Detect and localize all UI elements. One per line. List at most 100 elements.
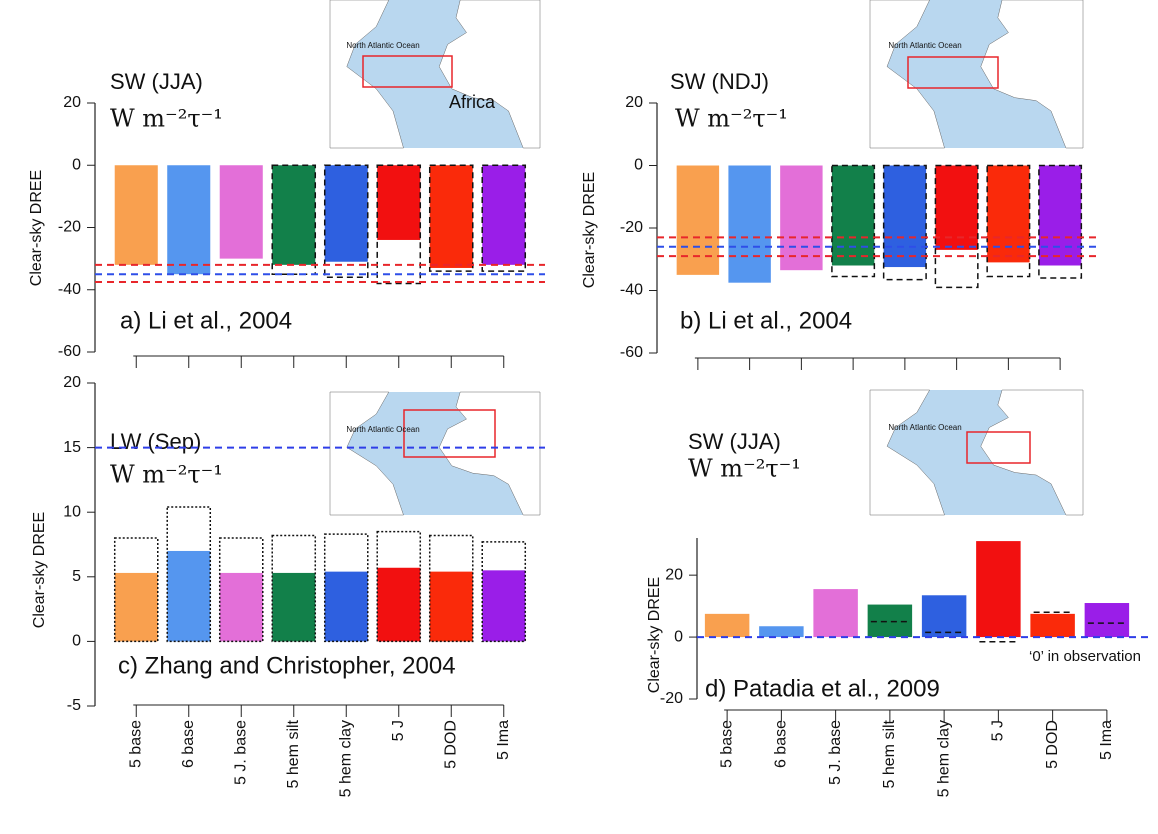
bar [377, 567, 421, 642]
map-label: North Atlantic Ocean [346, 425, 419, 434]
map-land [438, 391, 541, 516]
bar [272, 572, 316, 642]
panel-source: a) Li et al., 2004 [120, 307, 292, 334]
y-tick-label: 0 [634, 157, 643, 174]
y-tick-label: -20 [660, 690, 683, 707]
y-tick-label: -20 [620, 219, 643, 236]
panel-title: LW (Sep) [110, 429, 201, 454]
x-tick-label: 5 hem silt [881, 719, 898, 788]
panel-source: c) Zhang and Christopher, 2004 [118, 652, 456, 679]
y-tick-label: -20 [58, 219, 81, 236]
y-axis-label: Clear-sky DREE [646, 577, 663, 693]
unit-label: W m⁻²τ⁻¹ [688, 455, 801, 483]
bar [883, 165, 927, 268]
bar [1038, 165, 1082, 266]
outline-bar [376, 530, 422, 643]
map-land [329, 391, 404, 516]
y-tick-label: 0 [674, 628, 683, 645]
outline-bar [481, 164, 527, 272]
panel-title: SW (NDJ) [670, 69, 769, 94]
bar [324, 165, 368, 262]
panel-title: SW (JJA) [688, 429, 781, 454]
map-region [362, 55, 453, 88]
bar [921, 595, 967, 638]
outline-bar [428, 534, 474, 643]
map-region [403, 409, 496, 458]
outline-bar [934, 164, 979, 289]
map-land [980, 0, 1084, 149]
x-tick-label: 5 J [390, 720, 407, 741]
y-tick-label: 0 [72, 156, 81, 173]
x-tick-label: 6 base [773, 720, 790, 768]
bar [759, 626, 804, 638]
outline-bar [831, 164, 876, 278]
bar [272, 165, 316, 265]
y-axis-label: Clear-sky DREE [28, 170, 45, 286]
bar [728, 165, 771, 283]
x-tick-label: 5 base [127, 720, 144, 768]
outline-bar [323, 533, 369, 643]
outline-bar [882, 164, 927, 281]
bar [114, 572, 158, 642]
panel: LW (Sep) W m⁻²τ⁻¹ Clear-sky DREE 20 15 10 5 0 -5… [31, 374, 545, 797]
x-tick-label: 5 J. base [232, 720, 249, 785]
unit-label: W m⁻²τ⁻¹ [110, 105, 223, 133]
bar [935, 165, 978, 250]
panel: SW (NDJ) W m⁻²τ⁻¹ Clear-sky DREE 20 0 -20 -40 -… [581, 0, 1101, 370]
bar [167, 550, 211, 642]
map-label: ‘0’ in observation [1029, 648, 1141, 665]
y-tick-label: 5 [72, 568, 81, 585]
bar [219, 572, 263, 642]
x-tick-label: 5 hem silt [285, 719, 302, 788]
bar [429, 571, 473, 642]
y-tick-label: -40 [58, 281, 81, 298]
map-label: North Atlantic Ocean [888, 41, 961, 50]
bar [377, 165, 421, 240]
y-tick-label: 10 [63, 503, 81, 520]
map-label: North Atlantic Ocean [888, 423, 961, 432]
x-tick-label: 5 hem clay [337, 720, 354, 797]
outline-bar [271, 534, 317, 643]
outline-bar [986, 164, 1031, 278]
outline-bar [428, 164, 474, 272]
x-tick-label: 5 base [718, 720, 735, 768]
x-tick-label: 5 hem clay [935, 720, 952, 797]
y-axis-label: Clear-sky DREE [581, 172, 598, 288]
bar [482, 570, 526, 642]
x-tick-label: 6 base [180, 720, 197, 768]
map-land [329, 0, 404, 149]
x-tick-label: 5 Ima [1098, 720, 1115, 760]
bar [780, 165, 823, 271]
bar [114, 165, 158, 265]
y-tick-label: -60 [58, 343, 81, 360]
bar [813, 589, 858, 638]
y-tick-label: -5 [67, 697, 81, 714]
bar [324, 571, 368, 642]
map-label: North Atlantic Ocean [346, 41, 419, 50]
map-label: Africa [449, 92, 496, 112]
map-region [907, 56, 999, 89]
outline-bar [218, 537, 264, 643]
y-tick-label: 15 [63, 439, 81, 456]
outline-bar [323, 164, 369, 279]
y-tick-label: 20 [63, 94, 81, 111]
bar [676, 165, 720, 275]
y-axis-label: Clear-sky DREE [31, 512, 48, 628]
outline-bar [481, 541, 527, 643]
y-tick-label: 20 [625, 94, 643, 111]
unit-label: W m⁻²τ⁻¹ [675, 105, 788, 133]
bar [429, 165, 473, 268]
bar [482, 165, 526, 265]
outline-bar [113, 537, 159, 643]
bar [219, 165, 263, 259]
map-land [869, 389, 945, 516]
bar [987, 165, 1030, 263]
bar [976, 541, 1021, 638]
unit-label: W m⁻²τ⁻¹ [110, 461, 223, 489]
y-tick-label: 20 [63, 374, 81, 391]
map-land [869, 0, 945, 149]
bar [1030, 613, 1075, 638]
x-tick-label: 5 DOD [1044, 720, 1061, 769]
bar [1084, 603, 1130, 638]
